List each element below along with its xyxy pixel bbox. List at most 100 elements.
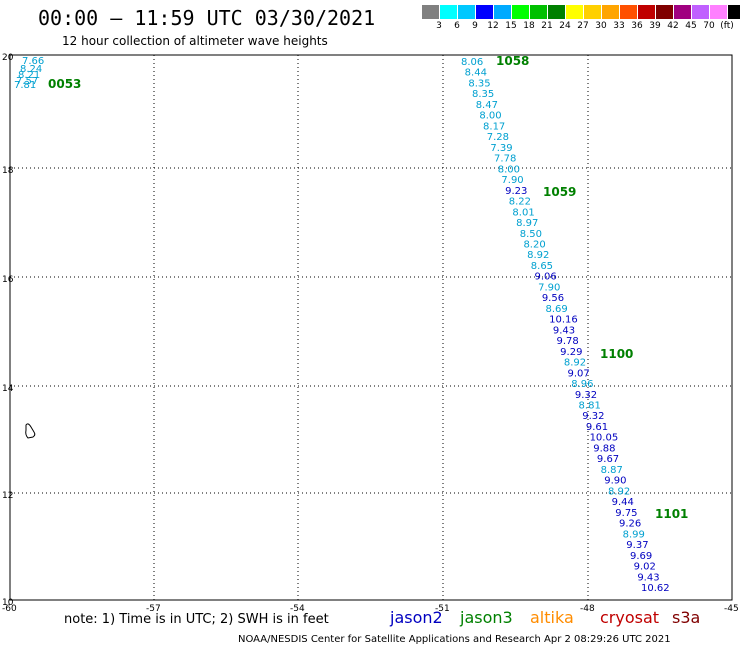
satellite-legend-item: jason3 — [460, 608, 513, 627]
color-swatch — [548, 5, 565, 19]
color-swatch — [512, 5, 529, 19]
satellite-legend-item: jason2 — [390, 608, 443, 627]
wave-height-label: 8.00 — [498, 164, 520, 175]
wave-height-label: 7.78 — [494, 154, 516, 165]
color-scale-label: 36 — [631, 21, 643, 31]
map-subtitle: 12 hour collection of altimeter wave hei… — [62, 34, 328, 48]
color-scale-label: 24 — [559, 21, 571, 31]
satellite-legend-item: cryosat — [600, 608, 660, 627]
color-scale-label: 27 — [577, 21, 589, 31]
wave-height-label: 9.67 — [597, 454, 619, 465]
color-scale-label: 9 — [472, 21, 478, 31]
wave-height-label: 9.37 — [626, 540, 648, 551]
color-scale-label: 3 — [436, 21, 442, 31]
wave-height-label: 8.97 — [516, 218, 538, 229]
wave-height-label: 8.21 — [18, 70, 40, 81]
wave-height-label: 8.24 — [20, 64, 42, 75]
y-tick-label: 14 — [2, 384, 14, 394]
wave-height-label: 9.90 — [604, 476, 626, 487]
color-swatch — [476, 5, 493, 19]
wave-height-label: 9.32 — [575, 390, 597, 401]
wave-height-label: 9.32 — [582, 411, 604, 422]
x-tick-label: -48 — [580, 604, 595, 614]
y-tick-label: 10 — [2, 598, 14, 608]
wave-height-label: 8.96 — [571, 379, 593, 390]
color-scale-label: 18 — [523, 21, 535, 31]
wave-height-label: 8.00 — [479, 111, 501, 122]
island-outline — [25, 423, 36, 439]
wave-height-label: 9.78 — [557, 336, 579, 347]
color-swatch — [710, 5, 727, 19]
wave-height-label: 8.01 — [512, 207, 534, 218]
y-tick-label: 18 — [2, 166, 14, 176]
color-swatch — [620, 5, 637, 19]
color-swatch — [584, 5, 601, 19]
wave-height-label: 7.90 — [538, 282, 560, 293]
wave-height-label: 8.92 — [608, 486, 630, 497]
color-scale-label: 12 — [487, 21, 499, 31]
y-tick-label: 16 — [2, 275, 14, 285]
color-swatch — [638, 5, 655, 19]
color-scale-label: 6 — [454, 21, 460, 31]
wave-height-label: 7.57 — [16, 76, 38, 87]
wave-height-label: 9.43 — [553, 325, 575, 336]
wave-height-label: 7.90 — [501, 175, 523, 186]
wave-height-label: 9.61 — [586, 422, 608, 433]
wave-height-label: 7.81 — [14, 80, 36, 91]
color-scale-label: 45 — [685, 21, 697, 31]
color-swatch — [530, 5, 547, 19]
x-tick-label: -54 — [290, 604, 305, 614]
color-scale-label: 15 — [505, 21, 517, 31]
color-swatch — [728, 5, 740, 19]
wave-height-label: 7.39 — [490, 143, 512, 154]
map-title: 00:00 – 11:59 UTC 03/30/2021 — [38, 6, 376, 30]
wave-height-label: 9.26 — [619, 519, 641, 530]
color-scale-label: (ft) — [720, 21, 734, 31]
wave-height-label: 9.69 — [630, 551, 652, 562]
wave-height-label: 7.28 — [487, 132, 509, 143]
wave-height-label: 9.88 — [593, 443, 615, 454]
wave-height-label: 8.35 — [472, 89, 494, 100]
map-frame — [9, 54, 733, 601]
pass-number-label: 1059 — [543, 185, 576, 199]
wave-height-label: 10.05 — [590, 433, 619, 444]
color-scale-label: 30 — [595, 21, 607, 31]
color-swatch — [566, 5, 583, 19]
wave-height-label: 9.75 — [615, 508, 637, 519]
color-scale-label: 70 — [703, 21, 715, 31]
wave-height-label: 9.06 — [534, 272, 556, 283]
wave-height-label: 9.23 — [505, 186, 527, 197]
wave-height-label: 7.66 — [22, 56, 44, 67]
wave-height-label: 8.50 — [520, 229, 542, 240]
wave-height-label: 8.06 — [461, 57, 483, 68]
color-swatch — [422, 5, 439, 19]
wave-height-label: 8.92 — [564, 358, 586, 369]
color-scale-label: 33 — [613, 21, 625, 31]
wave-height-label: 10.62 — [641, 583, 670, 594]
color-scale-label: 42 — [667, 21, 679, 31]
color-swatch — [674, 5, 691, 19]
credit-line: NOAA/NESDIS Center for Satellite Applica… — [238, 634, 671, 645]
pass-number-label: 1100 — [600, 347, 633, 361]
wave-height-label: 9.56 — [542, 293, 564, 304]
wave-height-label: 8.22 — [509, 197, 531, 208]
color-swatch — [440, 5, 457, 19]
color-swatch — [494, 5, 511, 19]
wave-height-label: 9.29 — [560, 347, 582, 358]
x-tick-label: -51 — [435, 604, 450, 614]
wave-height-label: 8.87 — [601, 465, 623, 476]
satellite-legend-item: s3a — [672, 608, 701, 627]
x-tick-label: -45 — [724, 604, 739, 614]
color-scale-label: 39 — [649, 21, 661, 31]
wave-height-label: 8.35 — [468, 78, 490, 89]
wave-height-label: 8.92 — [527, 250, 549, 261]
x-tick-label: -60 — [2, 604, 17, 614]
x-tick-label: -57 — [146, 604, 161, 614]
color-swatch — [458, 5, 475, 19]
wave-height-label: 8.69 — [545, 304, 567, 315]
wave-height-label: 8.65 — [531, 261, 553, 272]
color-swatch — [692, 5, 709, 19]
wave-height-label: 9.44 — [612, 497, 634, 508]
wave-height-label: 8.47 — [476, 100, 498, 111]
